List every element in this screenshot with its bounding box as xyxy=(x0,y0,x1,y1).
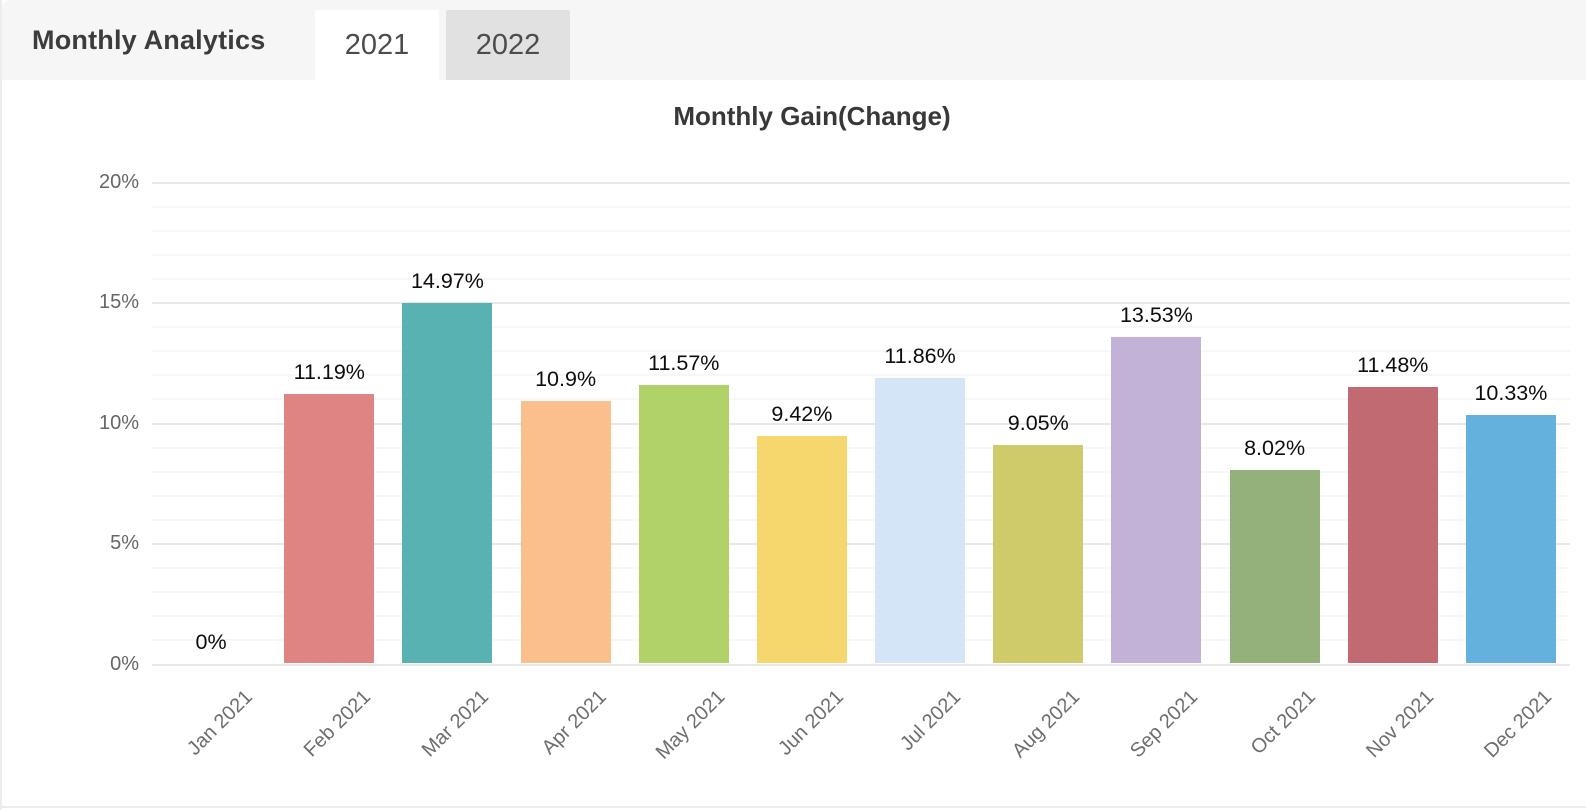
bar[interactable] xyxy=(993,445,1084,664)
y-axis-tick-label: 20% xyxy=(98,170,139,193)
major-gridline xyxy=(152,181,1570,184)
header-bar: Monthly Analytics 2021 2022 xyxy=(2,0,1586,80)
bar-value-label: 10.9% xyxy=(535,366,597,391)
bar-value-label: 10.33% xyxy=(1474,380,1548,405)
x-axis-label: Nov 2021 xyxy=(1362,685,1439,762)
bar-value-label: 9.05% xyxy=(1007,411,1069,436)
minor-gridline xyxy=(152,374,1570,377)
minor-gridline xyxy=(152,591,1570,594)
bar[interactable] xyxy=(875,377,966,664)
minor-gridline xyxy=(152,350,1570,353)
minor-gridline xyxy=(152,326,1570,329)
x-axis-label: Sep 2021 xyxy=(1125,685,1202,762)
major-gridline xyxy=(152,543,1570,545)
bar[interactable] xyxy=(1111,337,1202,664)
minor-gridline xyxy=(152,567,1570,570)
y-axis-tick-label: 10% xyxy=(98,411,139,434)
bar[interactable] xyxy=(284,393,375,664)
minor-gridline xyxy=(152,229,1570,232)
x-axis-label: Dec 2021 xyxy=(1480,685,1557,762)
major-gridline xyxy=(152,302,1570,304)
tab-2021[interactable]: 2021 xyxy=(315,10,439,80)
x-axis-label: Jan 2021 xyxy=(182,685,257,760)
bar[interactable] xyxy=(638,384,729,664)
minor-gridline xyxy=(152,518,1570,521)
minor-gridline xyxy=(152,470,1570,473)
x-axis-label: Aug 2021 xyxy=(1007,685,1084,762)
minor-gridline xyxy=(152,639,1570,642)
minor-gridline xyxy=(152,253,1570,256)
minor-gridline xyxy=(152,446,1570,449)
panel-title: Monthly Analytics xyxy=(32,24,266,55)
minor-gridline xyxy=(152,398,1570,401)
x-axis-label: Oct 2021 xyxy=(1247,685,1321,759)
y-axis-tick-label: 0% xyxy=(110,652,139,675)
bar-value-label: 11.48% xyxy=(1357,352,1429,377)
bar-value-label: 8.02% xyxy=(1244,436,1306,461)
minor-gridline xyxy=(152,205,1570,208)
minor-gridline xyxy=(152,615,1570,618)
bar-value-label: 11.19% xyxy=(293,359,365,384)
tab-2022[interactable]: 2022 xyxy=(446,10,570,80)
bar[interactable] xyxy=(1465,414,1556,664)
bar[interactable] xyxy=(1229,470,1320,664)
major-gridline xyxy=(152,663,1570,666)
bar-value-label: 11.57% xyxy=(648,350,720,375)
bar-value-label: 14.97% xyxy=(410,268,484,293)
year-tabs: 2021 2022 xyxy=(315,10,570,80)
bar-value-label: 0% xyxy=(195,629,227,654)
x-axis-label: Jul 2021 xyxy=(896,685,966,755)
monthly-gain-bar-chart: Monthly Gain(Change) 0% 5% 10% 15% 20% 0% Jan … xyxy=(2,80,1586,808)
x-axis-label: May 2021 xyxy=(651,685,730,764)
x-axis-label: Mar 2021 xyxy=(417,685,493,761)
bar[interactable] xyxy=(1347,386,1438,664)
major-gridline xyxy=(152,422,1570,425)
x-axis-label: Feb 2021 xyxy=(299,685,375,761)
x-axis-label: Jun 2021 xyxy=(773,685,848,760)
bar[interactable] xyxy=(402,302,493,664)
bar-value-label: 9.42% xyxy=(771,402,833,427)
minor-gridline xyxy=(152,277,1570,280)
minor-gridline xyxy=(152,494,1570,497)
x-axis-label: Apr 2021 xyxy=(538,685,612,759)
bar[interactable] xyxy=(756,436,847,664)
y-axis-tick-label: 15% xyxy=(98,291,139,313)
bar-value-label: 11.86% xyxy=(884,343,956,368)
y-axis-tick-label: 5% xyxy=(110,532,139,554)
bar-value-label: 13.53% xyxy=(1119,303,1193,328)
chart-title: Monthly Gain(Change) xyxy=(673,101,951,131)
bar[interactable] xyxy=(520,400,611,664)
